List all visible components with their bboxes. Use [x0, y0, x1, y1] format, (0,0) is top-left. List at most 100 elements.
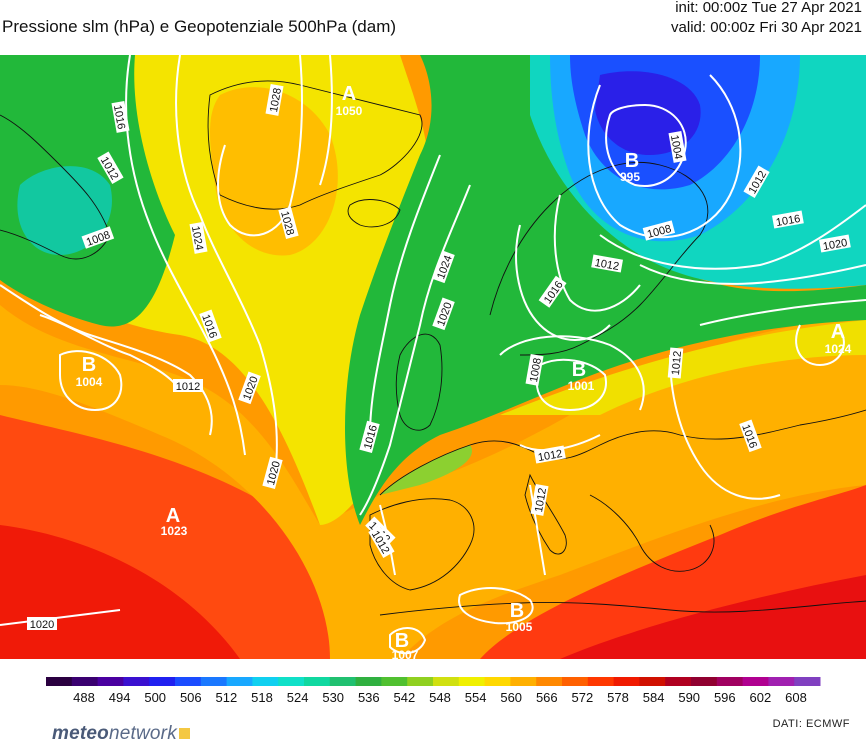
colorbar-swatch	[149, 677, 176, 686]
colorbar-tick-label: 596	[714, 690, 736, 705]
colorbar-swatch	[252, 677, 279, 686]
coast-greenland	[207, 80, 423, 210]
high-value: 1024	[825, 342, 852, 356]
isobar	[499, 335, 645, 411]
chart-title: Pressione slm (hPa) e Geopotenziale 500h…	[2, 17, 397, 36]
colorbar-swatch	[226, 677, 253, 686]
colorbar-tick-label: 602	[750, 690, 772, 705]
colorbar-tick-label: 578	[607, 690, 629, 705]
isobar	[39, 314, 181, 391]
colorbar-swatch	[458, 677, 486, 686]
isobar	[389, 627, 427, 655]
colorbar-swatch	[484, 677, 511, 686]
high-letter: A	[342, 83, 356, 105]
isobar-label: 1020	[819, 234, 851, 253]
colorbar-tick-label: 554	[465, 690, 487, 705]
colorbar-tick-label: 524	[287, 690, 309, 705]
field-green	[345, 55, 866, 525]
low-letter: B	[572, 359, 586, 381]
colorbar: 488 494 500 506 512 518 524 530 536 542 548 554 560 5…	[46, 677, 821, 705]
coast-scandinavia	[489, 161, 709, 356]
pressure-centers: A 1050 B 995 B 1004 A 1024 B 1001 A 1023…	[76, 83, 852, 659]
isobar	[553, 194, 641, 312]
field-green-light	[380, 445, 472, 495]
run-info: init: 00:00z Tue 27 Apr 2021 valid: 00:0…	[671, 0, 862, 38]
svg-text:1012: 1012	[176, 381, 200, 393]
colorbar-tick-label: 536	[358, 690, 380, 705]
colorbar-swatch	[407, 677, 434, 686]
coast-british-isles	[395, 333, 443, 431]
colorbar-swatch	[175, 677, 202, 686]
colorbar-swatch	[278, 677, 305, 686]
svg-text:1004: 1004	[668, 134, 684, 160]
colorbar-swatch	[613, 677, 640, 686]
colorbar-tick-label: 590	[678, 690, 700, 705]
low-value: 1001	[568, 379, 595, 393]
isobar	[795, 324, 845, 367]
field-cyan-west	[17, 166, 112, 255]
isobar-label: 1012	[530, 484, 549, 516]
coast-iberia	[369, 498, 475, 591]
colorbar-swatch	[768, 677, 795, 686]
colorbar-swatch	[691, 677, 718, 686]
brand-bold: meteo	[52, 723, 109, 744]
field-deepred-se	[560, 575, 866, 659]
brand-square-icon	[178, 728, 190, 739]
isobar-label: 1012	[173, 379, 203, 393]
isobar	[599, 204, 866, 270]
isobar	[319, 55, 333, 186]
isobar-label: 1020	[27, 617, 57, 631]
colorbar-swatch	[433, 677, 460, 686]
colorbar-ticks: 488 494 500 506 512 518 524 530 536 542 548 554 560 5…	[73, 690, 807, 705]
isobar	[369, 154, 441, 436]
isobar	[217, 55, 303, 237]
colorbar-tick-label: 518	[251, 690, 273, 705]
isobar-label: 1008	[525, 354, 544, 386]
isobar	[359, 184, 471, 516]
brand-logo: meteonetwork	[52, 723, 190, 745]
colorbar-tick-label: 560	[500, 690, 522, 705]
coast-africa	[379, 600, 866, 616]
coast-europe	[379, 409, 866, 496]
colorbar-tick-label: 584	[643, 690, 665, 705]
svg-text:1020: 1020	[30, 619, 54, 631]
coastlines	[0, 80, 866, 616]
colorbar-tick-label: 506	[180, 690, 202, 705]
svg-text:1024: 1024	[189, 225, 205, 251]
svg-text:1012: 1012	[533, 487, 549, 513]
isobar	[699, 299, 866, 326]
colorbar-swatches	[46, 677, 821, 686]
isobar	[605, 103, 687, 187]
isobar-label: 1016	[772, 210, 804, 229]
colorbar-tick-label: 542	[394, 690, 416, 705]
isobar-label: 1028	[265, 84, 284, 116]
isobar	[0, 609, 121, 626]
colorbar-swatch	[639, 677, 666, 686]
isobar	[639, 264, 866, 285]
colorbar-swatch	[536, 677, 563, 686]
svg-text:1012: 1012	[537, 448, 563, 464]
colorbar-swatch	[304, 677, 331, 686]
svg-text:1012: 1012	[594, 257, 620, 273]
field-orange-greenland	[210, 87, 338, 256]
colorbar-tick-label: 566	[536, 690, 558, 705]
field-yellow-east	[500, 320, 866, 415]
colorbar-swatch	[665, 677, 692, 686]
low-value: 1007	[392, 648, 419, 659]
isobar	[458, 587, 534, 625]
colorbar-swatch	[587, 677, 615, 686]
colorbar-swatch	[381, 677, 408, 686]
colorbar-tick-label: 488	[73, 690, 95, 705]
isobar-label: 1004	[668, 131, 687, 163]
field-deepred-sw	[0, 525, 240, 659]
svg-text:1008: 1008	[528, 357, 544, 383]
isobar	[175, 55, 278, 476]
high-value: 1023	[161, 524, 188, 538]
colorbar-swatch	[71, 677, 99, 686]
low-value: 1005	[506, 620, 533, 634]
high-letter: A	[831, 321, 845, 343]
colorbar-tick-label: 494	[109, 690, 131, 705]
svg-text:1028: 1028	[268, 87, 284, 113]
init-time: init: 00:00z Tue 27 Apr 2021	[675, 0, 862, 16]
valid-time: valid: 00:00z Fri 30 Apr 2021	[671, 19, 862, 36]
